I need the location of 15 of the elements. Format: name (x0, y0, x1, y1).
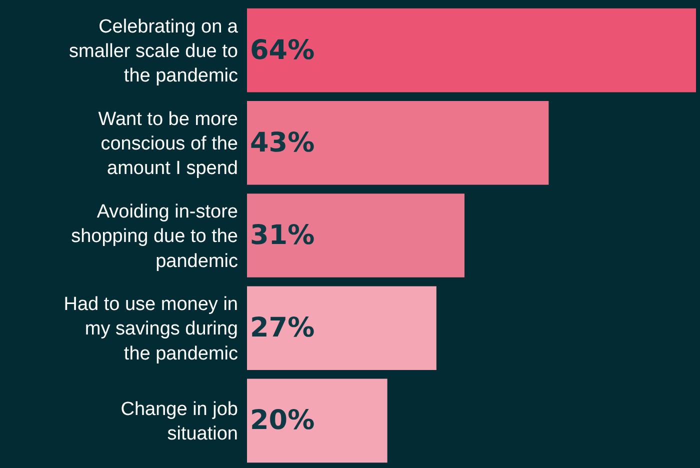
y-tick-label: Celebrating on a smaller scale due to the pandemic (69, 16, 238, 87)
bar (247, 8, 696, 92)
data-label: 64% (250, 34, 315, 66)
bar (247, 286, 436, 370)
bar (247, 378, 388, 463)
data-label: 20% (250, 405, 315, 436)
y-tick-label: Change in job situation (120, 399, 238, 445)
bar (247, 194, 464, 278)
y-tick-label: Avoiding in-store shopping due to the pandemic (71, 201, 238, 272)
y-tick-label: Want to be more conscious of the amount I spend (98, 108, 238, 180)
bar (247, 101, 549, 185)
data-label: 31% (250, 220, 315, 251)
y-tick-label: Had to use money in my savings during the pandemic (64, 294, 238, 364)
data-label: 43% (250, 127, 315, 158)
data-label: 27% (250, 312, 315, 344)
